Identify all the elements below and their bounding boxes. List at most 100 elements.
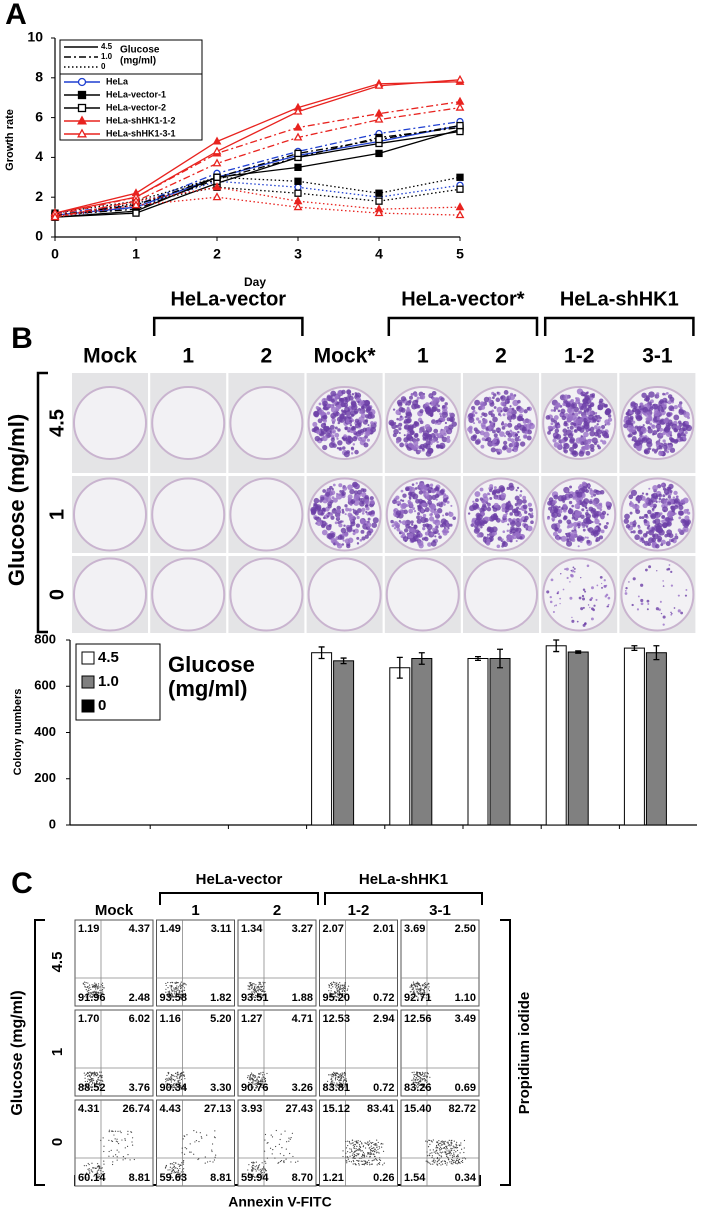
colony bbox=[591, 531, 596, 536]
event bbox=[174, 1076, 175, 1077]
colony bbox=[599, 535, 603, 539]
event bbox=[372, 1163, 373, 1164]
event bbox=[99, 1167, 100, 1168]
event bbox=[102, 986, 103, 987]
colony bbox=[520, 441, 525, 446]
colony bbox=[351, 404, 357, 410]
colony bbox=[401, 490, 404, 493]
group-label: HeLa-vector* bbox=[401, 288, 525, 310]
quadrant-value: 8.81 bbox=[129, 1172, 150, 1184]
event bbox=[435, 1153, 436, 1154]
event bbox=[453, 1147, 454, 1148]
colony bbox=[672, 409, 674, 411]
event bbox=[328, 984, 329, 985]
event bbox=[336, 988, 337, 989]
colony bbox=[400, 499, 402, 501]
event bbox=[171, 1075, 172, 1076]
series-line bbox=[55, 181, 460, 217]
event bbox=[437, 1141, 438, 1142]
colony bbox=[403, 536, 409, 542]
plate bbox=[74, 559, 146, 631]
colony bbox=[505, 431, 510, 436]
colony bbox=[590, 427, 595, 432]
colony bbox=[587, 537, 589, 539]
event bbox=[378, 1163, 379, 1164]
event bbox=[260, 1080, 261, 1081]
event bbox=[255, 1076, 256, 1077]
event bbox=[339, 1075, 340, 1076]
colony bbox=[370, 421, 374, 425]
colony bbox=[646, 493, 649, 496]
colony bbox=[581, 435, 583, 437]
x-tick-label: 4 bbox=[375, 246, 383, 262]
colony bbox=[528, 503, 532, 507]
row-label: 0 bbox=[46, 589, 68, 600]
event bbox=[123, 1159, 124, 1160]
event bbox=[99, 986, 100, 987]
event bbox=[115, 1154, 116, 1155]
event bbox=[457, 1163, 458, 1164]
colony bbox=[573, 451, 576, 454]
colony bbox=[430, 484, 433, 487]
colony bbox=[631, 490, 637, 496]
colony bbox=[518, 439, 521, 442]
colony bbox=[442, 405, 446, 409]
event bbox=[263, 1167, 264, 1168]
event bbox=[112, 1164, 113, 1165]
column-label: 2 bbox=[495, 345, 507, 368]
colony bbox=[512, 441, 517, 446]
event bbox=[123, 1156, 124, 1157]
event bbox=[169, 1169, 170, 1170]
colony bbox=[560, 443, 562, 445]
event bbox=[425, 1072, 426, 1073]
event bbox=[428, 1146, 429, 1147]
event bbox=[264, 1161, 265, 1162]
colony bbox=[474, 519, 480, 525]
event bbox=[258, 1166, 259, 1167]
event bbox=[179, 1074, 180, 1075]
colony bbox=[638, 526, 641, 529]
event bbox=[419, 1072, 420, 1073]
colony bbox=[422, 528, 424, 530]
quadrant-value: 27.13 bbox=[204, 1103, 232, 1115]
colony bbox=[322, 445, 327, 450]
colony bbox=[474, 528, 480, 534]
colony bbox=[581, 508, 584, 511]
colony bbox=[363, 442, 368, 447]
colony bbox=[558, 506, 560, 508]
colony bbox=[396, 510, 402, 516]
colony bbox=[658, 451, 663, 456]
colony bbox=[603, 404, 606, 407]
colony bbox=[584, 407, 589, 412]
event bbox=[441, 1152, 442, 1153]
event bbox=[330, 1074, 331, 1075]
event bbox=[349, 1161, 350, 1162]
colony bbox=[370, 496, 374, 500]
event bbox=[451, 1145, 452, 1146]
colony bbox=[639, 516, 642, 519]
column-label: Mock bbox=[83, 345, 137, 368]
legend-label: HeLa-shHK1-1-2 bbox=[106, 115, 176, 125]
colony bbox=[515, 496, 520, 501]
colony bbox=[605, 424, 607, 426]
event bbox=[281, 1147, 282, 1148]
colony bbox=[361, 508, 365, 512]
event bbox=[370, 1150, 371, 1151]
event bbox=[345, 1141, 346, 1142]
event bbox=[358, 1163, 359, 1164]
event bbox=[84, 982, 85, 983]
colony bbox=[592, 513, 597, 518]
colony bbox=[331, 533, 336, 538]
quadrant-value: 4.71 bbox=[292, 1013, 313, 1025]
event bbox=[254, 987, 255, 988]
colony bbox=[492, 396, 495, 399]
colony bbox=[640, 599, 643, 602]
event bbox=[430, 1149, 431, 1150]
event bbox=[374, 1151, 375, 1152]
colony bbox=[421, 395, 424, 398]
colony bbox=[630, 401, 636, 407]
marker bbox=[295, 190, 301, 196]
event bbox=[276, 1130, 277, 1131]
event bbox=[127, 1146, 128, 1147]
event bbox=[345, 1078, 346, 1079]
